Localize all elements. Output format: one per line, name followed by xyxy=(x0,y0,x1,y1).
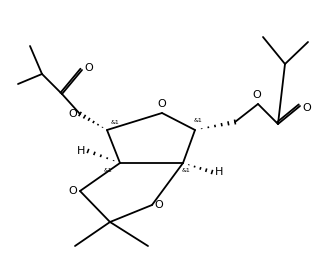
Text: O: O xyxy=(85,63,93,73)
Text: O: O xyxy=(69,109,77,119)
Text: H: H xyxy=(215,167,223,177)
Text: &1: &1 xyxy=(194,118,202,124)
Text: O: O xyxy=(253,90,261,100)
Text: &1: &1 xyxy=(104,169,112,173)
Text: &1: &1 xyxy=(182,169,190,173)
Text: O: O xyxy=(158,99,166,109)
Text: O: O xyxy=(155,200,163,210)
Text: H: H xyxy=(77,146,85,156)
Text: O: O xyxy=(69,186,77,196)
Text: &1: &1 xyxy=(111,121,119,125)
Text: O: O xyxy=(303,103,311,113)
